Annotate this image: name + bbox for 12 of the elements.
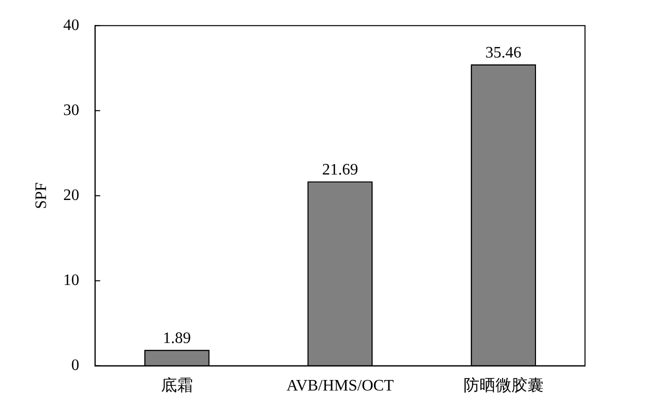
x-tick-label: AVB/HMS/OCT: [286, 378, 394, 395]
data-label: 35.46: [485, 44, 522, 62]
x-tick-label: 底霜: [160, 376, 193, 395]
x-tick-label: 防晒微胶囊: [463, 376, 544, 395]
y-tick-label: 10: [63, 272, 80, 289]
y-axis-title: SPF: [32, 182, 50, 210]
data-label: 1.89: [162, 330, 191, 347]
y-tick-label: 40: [63, 16, 80, 34]
y-tick-label: 30: [63, 102, 80, 119]
y-tick-label: 20: [63, 186, 80, 204]
data-label: 21.69: [322, 162, 358, 179]
y-tick-label: 0: [71, 357, 80, 374]
